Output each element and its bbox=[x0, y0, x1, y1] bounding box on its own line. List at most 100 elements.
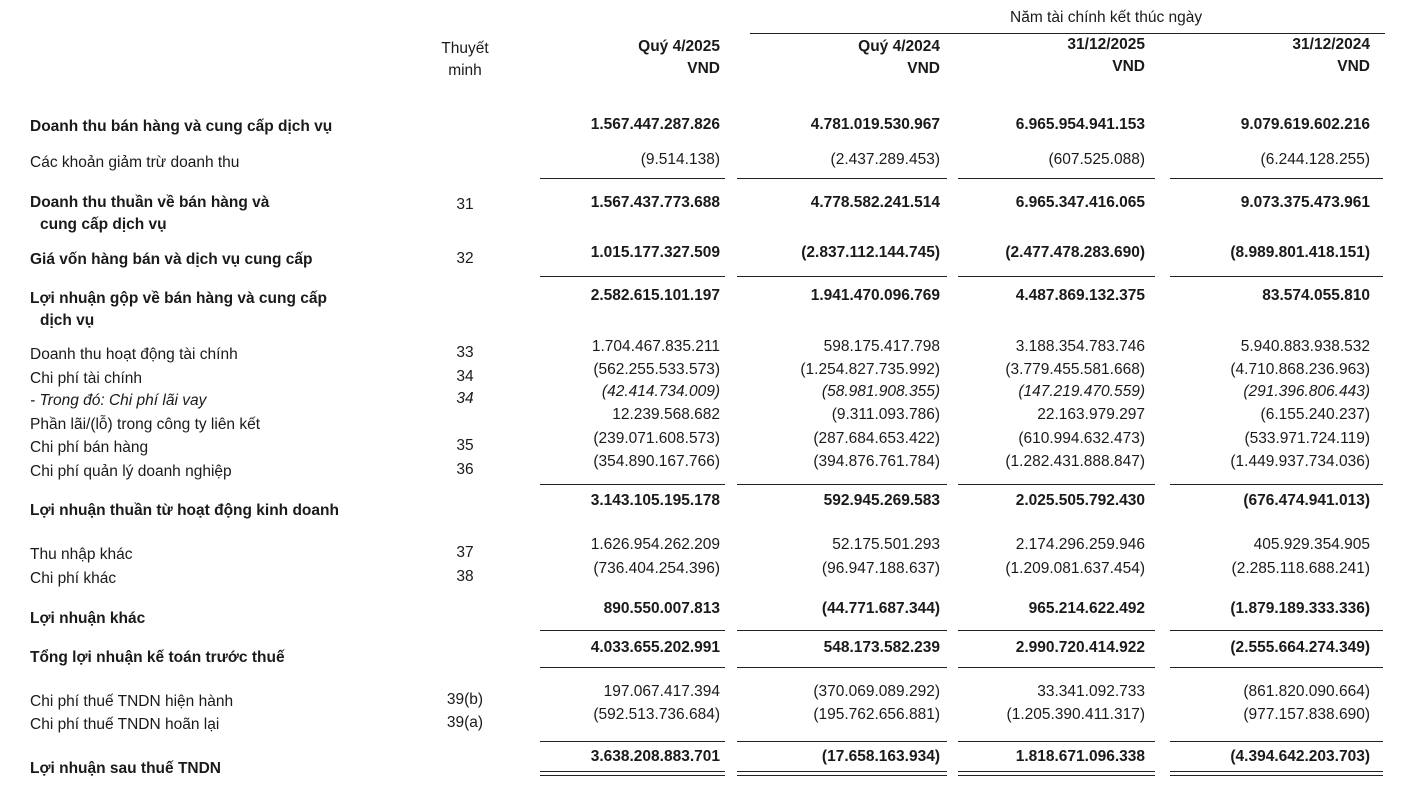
row-value: (147.219.470.559) bbox=[1018, 383, 1145, 400]
row-value: (562.255.533.573) bbox=[593, 361, 720, 378]
subtotal-rule bbox=[737, 484, 947, 485]
row-value: 598.175.417.798 bbox=[823, 338, 940, 355]
row-label: - Trong đó: Chi phí lãi vay bbox=[30, 390, 206, 412]
group-header-rule bbox=[750, 33, 1385, 34]
double-underline-rule bbox=[1170, 771, 1383, 776]
row-label-line: Tổng lợi nhuận kế toán trước thuế bbox=[30, 649, 285, 666]
row-label-line: Chi phí bán hàng bbox=[30, 439, 149, 456]
row-value: 2.990.720.414.922 bbox=[1015, 639, 1145, 656]
row-label: Lợi nhuận gộp về bán hàng và cung cấp dịc… bbox=[30, 288, 327, 332]
row-value: 5.940.883.938.532 bbox=[1240, 338, 1370, 355]
row-value: 9.079.619.602.216 bbox=[1240, 116, 1370, 133]
row-note: 31 bbox=[456, 196, 474, 213]
row-value: (533.971.724.119) bbox=[1244, 430, 1370, 447]
row-value: (1.282.431.888.847) bbox=[1005, 453, 1145, 470]
row-label-line: Giá vốn hàng bán và dịch vụ cung cấp bbox=[30, 251, 313, 268]
column-header: 31/12/2024 VND bbox=[1150, 34, 1370, 78]
row-value: 6.965.954.941.153 bbox=[1015, 116, 1145, 133]
subtotal-rule bbox=[958, 741, 1155, 742]
row-label: Chi phí tài chính bbox=[30, 368, 142, 390]
note-header: Thuyết minh bbox=[420, 38, 510, 82]
subtotal-rule bbox=[540, 667, 725, 668]
row-value: 33.341.092.733 bbox=[1037, 683, 1145, 700]
subtotal-rule bbox=[1170, 667, 1383, 668]
row-label-line: cung cấp dịch vụ bbox=[40, 216, 167, 233]
row-label-line: Lợi nhuận sau thuế TNDN bbox=[30, 760, 221, 777]
row-label-line: Thu nhập khác bbox=[30, 546, 133, 563]
row-value: (1.254.827.735.992) bbox=[800, 361, 940, 378]
row-label-line: Chi phí tài chính bbox=[30, 370, 143, 387]
row-label-line: Các khoản giảm trừ doanh thu bbox=[30, 154, 240, 171]
row-label: Lợi nhuận thuần từ hoạt động kinh doanh bbox=[30, 500, 339, 522]
row-value: 52.175.501.293 bbox=[832, 536, 940, 553]
row-value: 3.188.354.783.746 bbox=[1015, 338, 1145, 355]
row-value: (9.514.138) bbox=[640, 151, 720, 168]
row-value: (2.437.289.453) bbox=[830, 151, 940, 168]
row-value: 1.818.671.096.338 bbox=[1015, 748, 1145, 765]
row-label-line: - Trong đó: Chi phí lãi vay bbox=[30, 392, 207, 409]
row-value: 1.015.177.327.509 bbox=[590, 244, 720, 261]
subtotal-rule bbox=[737, 276, 947, 277]
row-label: Thu nhập khác bbox=[30, 544, 133, 566]
column-period: Quý 4/2025 bbox=[638, 38, 720, 55]
row-label-line: dịch vụ bbox=[40, 312, 95, 329]
row-value: 4.033.655.202.991 bbox=[590, 639, 720, 656]
row-label-line: Doanh thu bán hàng và cung cấp dịch vụ bbox=[30, 118, 333, 135]
row-label: Tổng lợi nhuận kế toán trước thuế bbox=[30, 647, 285, 669]
row-value: 83.574.055.810 bbox=[1262, 287, 1370, 304]
row-label-line: Lợi nhuận gộp về bán hàng và cung cấp bbox=[30, 290, 327, 307]
subtotal-rule bbox=[1170, 741, 1383, 742]
row-value: (6.244.128.255) bbox=[1260, 151, 1370, 168]
row-value: (1.449.937.734.036) bbox=[1230, 453, 1370, 470]
column-unit: VND bbox=[1337, 58, 1370, 75]
row-value: 2.025.505.792.430 bbox=[1015, 492, 1145, 509]
subtotal-rule bbox=[540, 484, 725, 485]
row-value: (1.205.390.411.317) bbox=[1006, 706, 1145, 723]
row-value: (42.414.734.009) bbox=[601, 383, 720, 400]
row-value: (610.994.632.473) bbox=[1018, 430, 1145, 447]
subtotal-rule bbox=[958, 630, 1155, 631]
double-underline-rule bbox=[540, 771, 725, 776]
subtotal-rule bbox=[540, 741, 725, 742]
row-note: 34 bbox=[456, 390, 474, 407]
row-value: 3.143.105.195.178 bbox=[590, 492, 720, 509]
row-label: Giá vốn hàng bán và dịch vụ cung cấp bbox=[30, 249, 313, 271]
row-value: (239.071.608.573) bbox=[593, 430, 720, 447]
row-value: (9.311.093.786) bbox=[831, 406, 940, 423]
row-value: 22.163.979.297 bbox=[1037, 406, 1145, 423]
row-label-line: Doanh thu thuần về bán hàng và bbox=[30, 194, 270, 211]
row-value: 2.582.615.101.197 bbox=[590, 287, 720, 304]
row-value: 1.567.447.287.826 bbox=[590, 116, 720, 133]
note-header-line-1: Thuyết bbox=[441, 40, 489, 57]
row-label-line: Chi phí thuế TNDN hoãn lại bbox=[30, 716, 220, 733]
row-value: (354.890.167.766) bbox=[593, 453, 720, 470]
subtotal-rule bbox=[958, 484, 1155, 485]
row-value: 890.550.007.813 bbox=[603, 600, 720, 617]
row-value: (291.396.806.443) bbox=[1243, 383, 1370, 400]
row-value: (8.989.801.418.151) bbox=[1230, 244, 1370, 261]
row-value: (287.684.653.422) bbox=[813, 430, 940, 447]
row-label: Chi phí khác bbox=[30, 568, 116, 590]
row-value: 1.704.467.835.211 bbox=[591, 338, 720, 355]
row-value: (592.513.736.684) bbox=[593, 706, 720, 723]
subtotal-rule bbox=[1170, 484, 1383, 485]
row-value: (607.525.088) bbox=[1048, 151, 1145, 168]
row-value: (44.771.687.344) bbox=[821, 600, 940, 617]
row-label-line: Lợi nhuận khác bbox=[30, 610, 146, 627]
row-value: (370.069.089.292) bbox=[813, 683, 940, 700]
column-period: 31/12/2025 bbox=[1067, 36, 1145, 53]
row-label: Chi phí thuế TNDN hiện hành bbox=[30, 691, 233, 713]
row-value: 3.638.208.883.701 bbox=[590, 748, 720, 765]
row-note: 39(b) bbox=[446, 691, 484, 708]
row-value: (1.209.081.637.454) bbox=[1005, 560, 1145, 577]
row-value: (2.477.478.283.690) bbox=[1005, 244, 1145, 261]
row-value: 6.965.347.416.065 bbox=[1015, 194, 1145, 211]
row-value: (2.285.118.688.241) bbox=[1231, 560, 1370, 577]
subtotal-rule bbox=[540, 630, 725, 631]
subtotal-rule bbox=[958, 276, 1155, 277]
row-value: 548.173.582.239 bbox=[823, 639, 940, 656]
row-value: 1.941.470.096.769 bbox=[810, 287, 940, 304]
row-value: (736.404.254.396) bbox=[593, 560, 720, 577]
row-value: (676.474.941.013) bbox=[1243, 492, 1370, 509]
row-value: 405.929.354.905 bbox=[1253, 536, 1370, 553]
